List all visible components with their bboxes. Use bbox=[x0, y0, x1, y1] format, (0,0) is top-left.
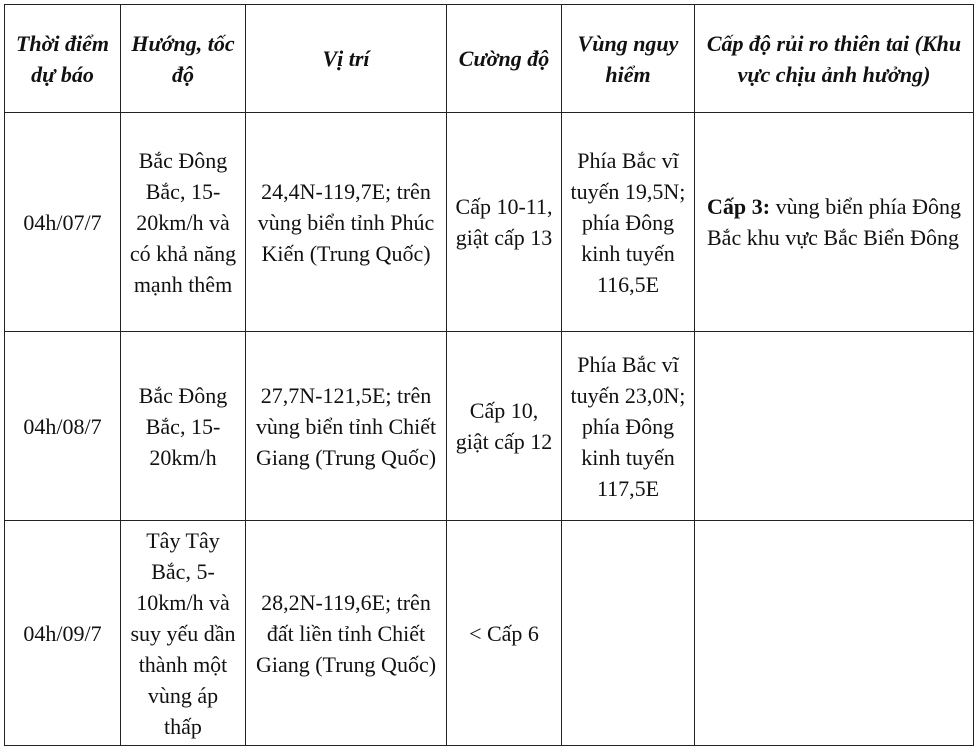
header-direction: Hướng, tốc độ bbox=[120, 4, 246, 113]
cell-danger-zone bbox=[561, 520, 695, 746]
table-row: 04h/09/7 Tây Tây Bắc, 5-10km/h và suy yế… bbox=[4, 520, 974, 746]
header-time: Thời điểm dự báo bbox=[4, 4, 121, 113]
header-risk-level: Cấp độ rủi ro thiên tai (Khu vực chịu ản… bbox=[694, 4, 974, 113]
cell-position: 27,7N-121,5E; trên vùng biển tỉnh Chiết … bbox=[245, 331, 447, 521]
cell-time: 04h/07/7 bbox=[4, 112, 121, 332]
cell-position: 28,2N-119,6E; trên đất liền tỉnh Chiết G… bbox=[245, 520, 447, 746]
cell-position: 24,4N-119,7E; trên vùng biển tỉnh Phúc K… bbox=[245, 112, 447, 332]
risk-level: Cấp 3: bbox=[707, 194, 771, 219]
risk-area: vùng biển phía Đông Bắc khu vực Bắc Biển… bbox=[707, 194, 961, 250]
header-danger-zone: Vùng nguy hiểm bbox=[561, 4, 695, 113]
table-row: 04h/08/7 Bắc Đông Bắc, 15-20km/h 27,7N-1… bbox=[4, 331, 974, 521]
forecast-table: Thời điểm dự báo Hướng, tốc độ Vị trí Cư… bbox=[4, 4, 974, 746]
header-intensity: Cường độ bbox=[446, 4, 562, 113]
header-position: Vị trí bbox=[245, 4, 447, 113]
cell-intensity: < Cấp 6 bbox=[446, 520, 562, 746]
cell-time: 04h/08/7 bbox=[4, 331, 121, 521]
table-row: 04h/07/7 Bắc Đông Bắc, 15-20km/h và có k… bbox=[4, 112, 974, 332]
cell-risk: Cấp 3: vùng biển phía Đông Bắc khu vực B… bbox=[694, 112, 974, 332]
header-row: Thời điểm dự báo Hướng, tốc độ Vị trí Cư… bbox=[4, 4, 974, 113]
cell-direction: Tây Tây Bắc, 5-10km/h và suy yếu dần thà… bbox=[120, 520, 246, 746]
cell-danger-zone: Phía Bắc vĩ tuyến 19,5N; phía Đông kinh … bbox=[561, 112, 695, 332]
cell-intensity: Cấp 10, giật cấp 12 bbox=[446, 331, 562, 521]
cell-danger-zone: Phía Bắc vĩ tuyến 23,0N; phía Đông kinh … bbox=[561, 331, 695, 521]
cell-direction: Bắc Đông Bắc, 15-20km/h bbox=[120, 331, 246, 521]
cell-risk bbox=[694, 520, 974, 746]
cell-intensity: Cấp 10-11, giật cấp 13 bbox=[446, 112, 562, 332]
cell-risk bbox=[694, 331, 974, 521]
cell-direction: Bắc Đông Bắc, 15-20km/h và có khả năng m… bbox=[120, 112, 246, 332]
cell-time: 04h/09/7 bbox=[4, 520, 121, 746]
